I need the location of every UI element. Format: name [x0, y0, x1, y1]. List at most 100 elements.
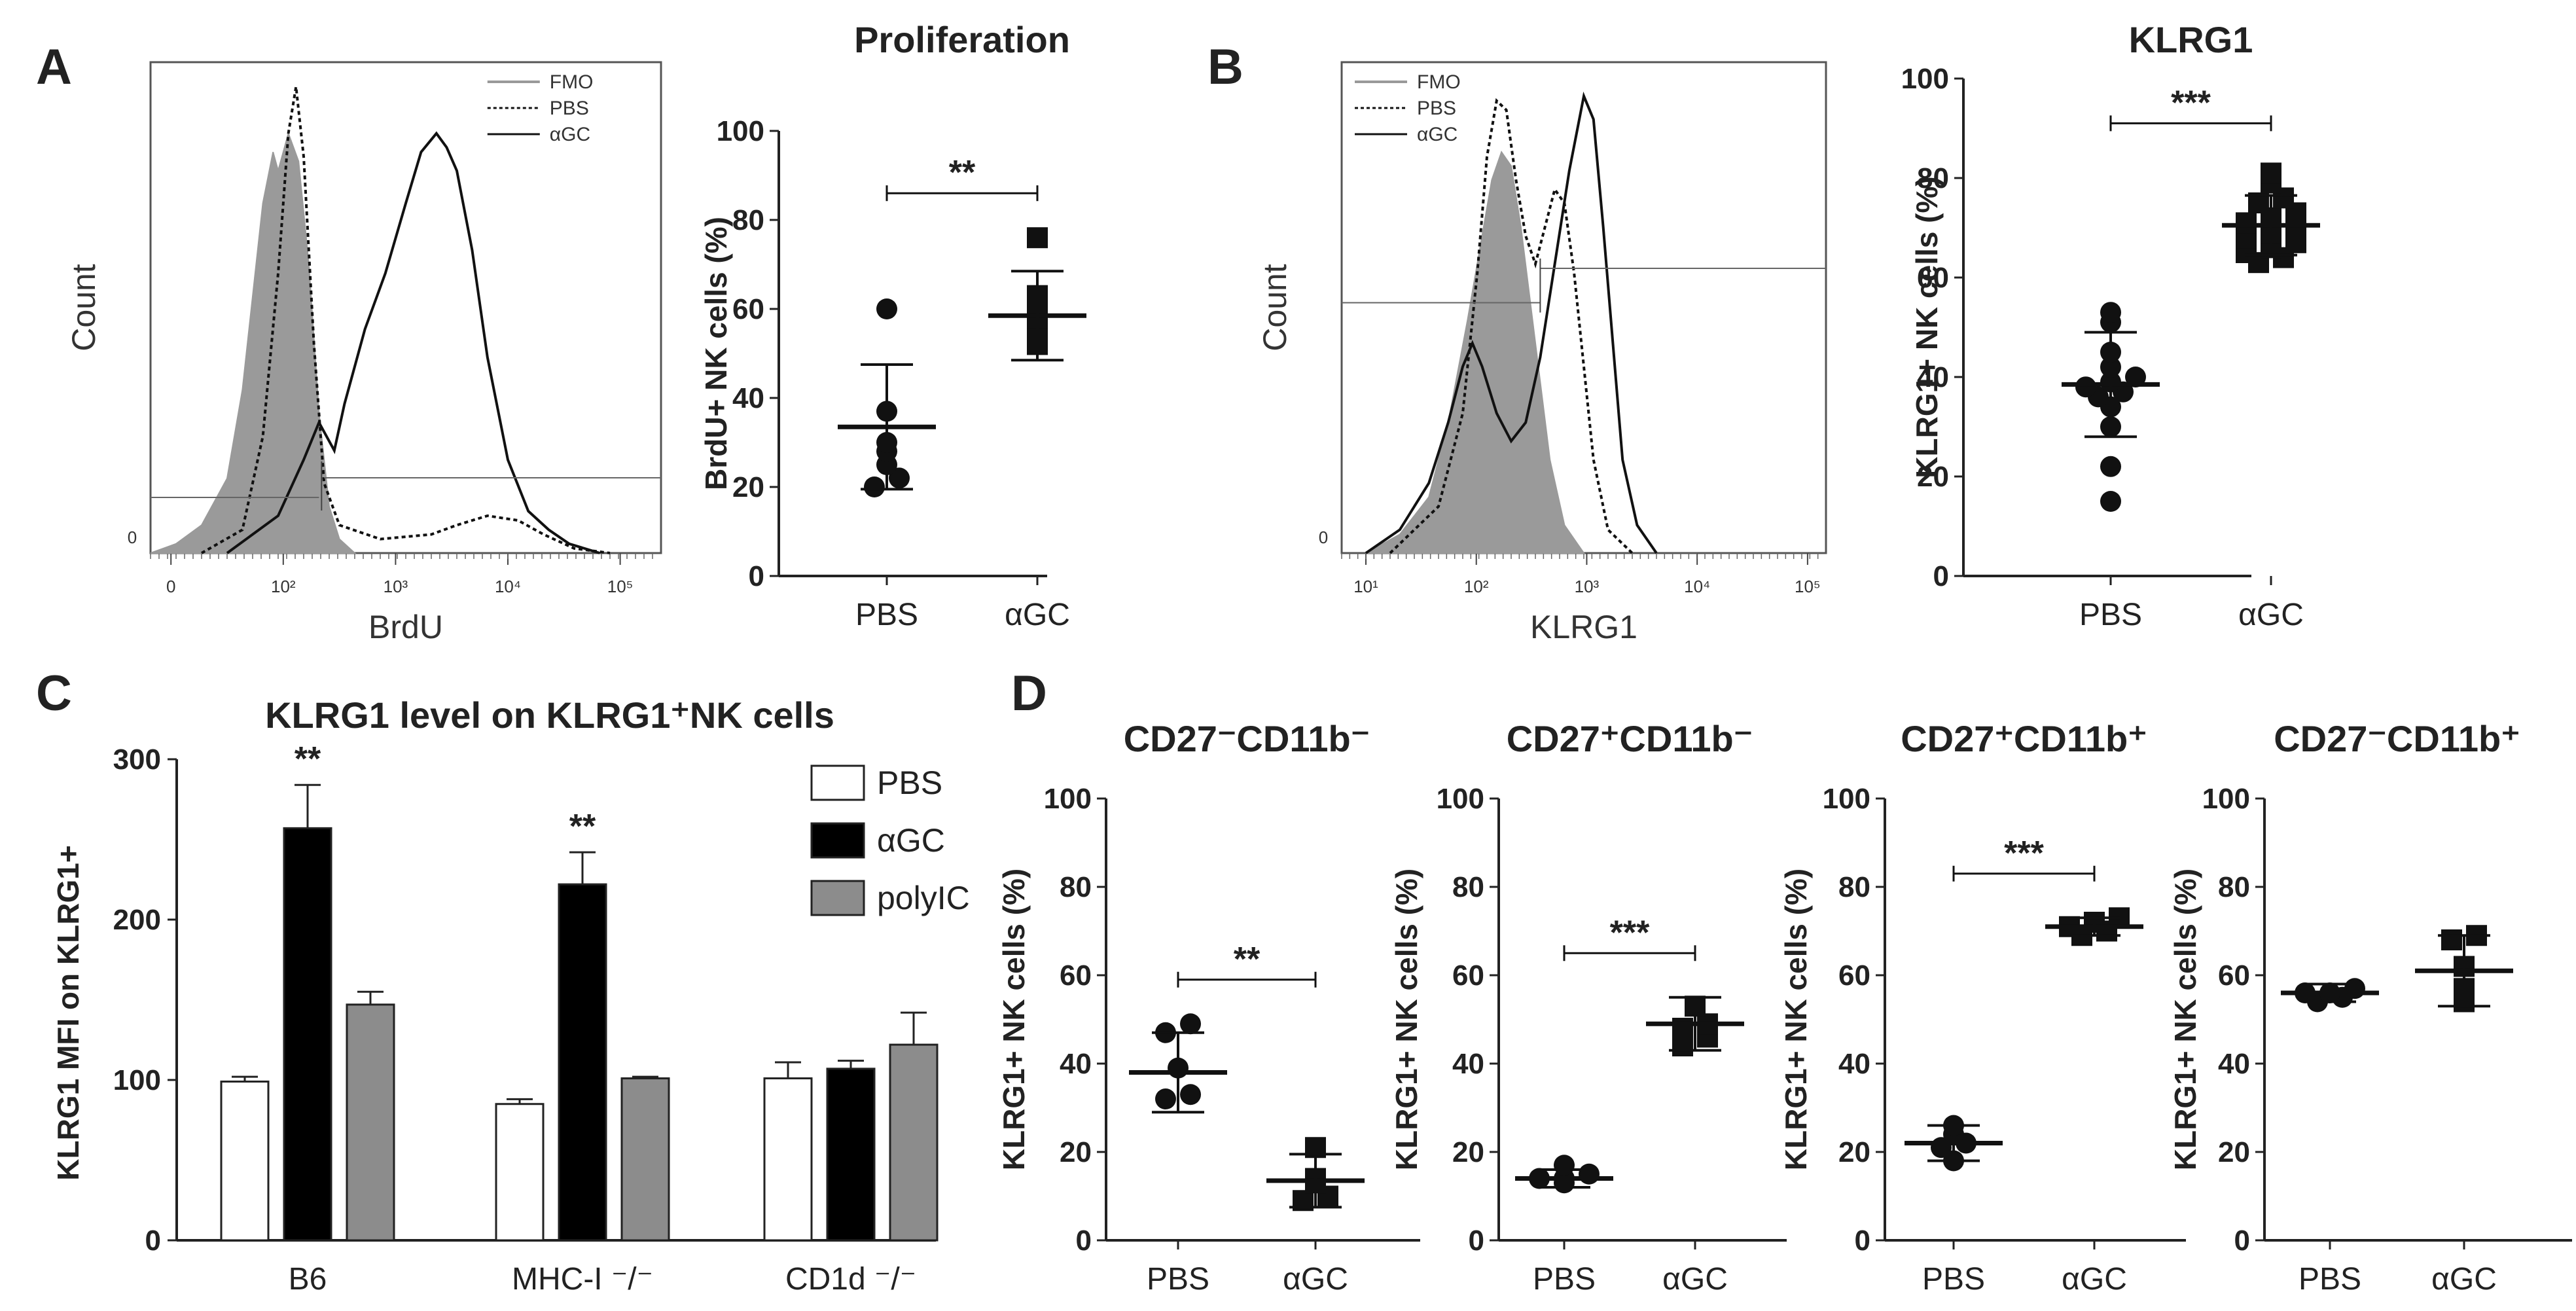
- bar-polyic: [346, 1003, 395, 1242]
- legend-label: FMO: [550, 71, 594, 93]
- data-point-pbs: [889, 467, 910, 489]
- y-zero-label: 0: [1319, 528, 1328, 547]
- data-point-pbs: [1180, 1013, 1201, 1035]
- bar-pbs: [220, 1080, 270, 1242]
- bar-polyic: [620, 1077, 670, 1242]
- histogram-klrg1: Count 0 10¹ 10² 10³ 10⁴ 10⁵ KLRG1 FMO PBS αGC: [1257, 61, 1827, 645]
- y-tick-label: 20: [1060, 1136, 1092, 1168]
- panel-label-c: C: [36, 666, 72, 721]
- data-point-agc: [1672, 1018, 1693, 1039]
- x-category-label: PBS: [2079, 598, 2142, 632]
- y-tick-label: 100: [1437, 783, 1484, 815]
- y-axis-label: KLRG1+ NK cells (%): [997, 869, 1031, 1170]
- data-point-pbs: [1155, 1088, 1176, 1109]
- y-tick-label: 100: [1901, 63, 1949, 95]
- plot-frame: [1340, 61, 1827, 554]
- bar-polyic: [889, 1043, 939, 1242]
- bar-αgc: [558, 883, 607, 1242]
- chart-title: Proliferation: [854, 19, 1070, 60]
- data-point-pbs: [876, 298, 897, 319]
- x-category-label: CD1d ⁻/⁻: [785, 1262, 916, 1297]
- significance-label: **: [569, 808, 596, 846]
- x-category-label: αGC: [1005, 598, 1070, 632]
- y-tick-label: 20: [1452, 1136, 1484, 1168]
- significance-label: ***: [2171, 84, 2211, 122]
- significance-label: ***: [1610, 914, 1650, 952]
- bar-αgc: [283, 827, 332, 1242]
- scatter-cd27neg-cd11bneg: CD27⁻CD11b⁻ 0 20 40 60 80 100 KLRG1+ NK cells (…: [997, 718, 1420, 1297]
- x-category-label: PBS: [2299, 1262, 2361, 1297]
- y-tick-label: 0: [1076, 1225, 1092, 1257]
- x-tick-label: 10³: [384, 577, 408, 596]
- x-tick-label: 0: [166, 577, 175, 596]
- legend-label: PBS: [1417, 98, 1456, 119]
- x-category-label: αGC: [1662, 1262, 1728, 1297]
- y-tick-label: 100: [2202, 783, 2250, 815]
- x-tick-label: 10⁴: [1684, 577, 1710, 596]
- scatter-cd27pos-cd11bpos: CD27⁺CD11b⁺ 0 20 40 60 80 100 KLRG1+ NK cells (…: [1779, 718, 2186, 1297]
- y-tick-label: 60: [1452, 960, 1484, 992]
- x-category-label: αGC: [2238, 598, 2304, 632]
- histogram-brdu: Count 0 0 10² 10³ 10⁴ 10⁵ BrdU FMO PBS αGC: [65, 61, 662, 645]
- y-axis-label: BrdU+ NK cells (%): [699, 217, 733, 490]
- histogram-pbs-line: [201, 86, 611, 554]
- legend-label: polyIC: [877, 880, 970, 916]
- x-category-label: PBS: [1922, 1262, 1985, 1297]
- y-tick-label: 80: [1838, 871, 1870, 903]
- y-tick-label: 80: [1060, 871, 1092, 903]
- chart-title: KLRG1 level on KLRG1⁺NK cells: [265, 694, 834, 736]
- significance-label: **: [949, 154, 976, 192]
- chart-title: CD27⁻CD11b⁺: [2274, 718, 2520, 759]
- y-tick-label: 100: [1044, 783, 1092, 815]
- y-tick-label: 20: [2218, 1136, 2250, 1168]
- data-point-pbs: [2344, 978, 2365, 999]
- data-point-agc: [1672, 1035, 1693, 1056]
- panel-label-d: D: [1011, 666, 1047, 721]
- histogram-agc-line: [226, 131, 600, 554]
- x-category-label: PBS: [1533, 1262, 1596, 1297]
- x-category-label: PBS: [1147, 1262, 1209, 1297]
- scatter-proliferation: Proliferation 0 20 40 60 80 100 BrdU+ NK cells …: [699, 19, 1086, 632]
- data-point-agc: [2236, 212, 2257, 234]
- y-tick-label: 0: [749, 560, 764, 592]
- y-tick-label: 40: [1060, 1048, 1092, 1080]
- y-tick-label: 100: [717, 115, 764, 147]
- y-axis-label: KLRG1+ NK cells (%): [1389, 869, 1423, 1170]
- y-tick-label: 200: [113, 904, 161, 936]
- y-tick-label: 40: [1917, 361, 1949, 393]
- data-point-agc: [1027, 227, 1048, 249]
- y-tick-label: 80: [732, 204, 764, 236]
- chart-title: CD27⁺CD11b⁻: [1507, 718, 1753, 759]
- legend-label: αGC: [1417, 124, 1458, 145]
- chart-title: CD27⁺CD11b⁺: [1901, 718, 2147, 759]
- x-category-label: αGC: [2062, 1262, 2127, 1297]
- legend-label: FMO: [1417, 71, 1461, 93]
- x-tick-label: 10¹: [1353, 577, 1378, 596]
- x-category-label: MHC-I ⁻/⁻: [512, 1262, 653, 1297]
- bar-pbs: [763, 1077, 813, 1242]
- x-axis-label: KLRG1: [1530, 609, 1637, 645]
- data-point-agc: [2441, 929, 2462, 950]
- chart-title: KLRG1: [2129, 19, 2253, 60]
- data-point-pbs: [2100, 456, 2121, 477]
- x-tick-label: 10⁴: [495, 577, 521, 596]
- data-point-pbs: [2100, 302, 2121, 323]
- y-tick-label: 0: [1855, 1225, 1870, 1257]
- significance-label: ***: [2004, 835, 2044, 872]
- data-point-pbs: [2075, 376, 2096, 398]
- data-point-pbs: [1579, 1163, 1600, 1185]
- y-tick-label: 80: [2218, 871, 2250, 903]
- panel-label-b: B: [1208, 39, 1243, 95]
- y-tick-label: 0: [1469, 1225, 1484, 1257]
- bar-pbs: [495, 1103, 545, 1242]
- legend-label: PBS: [550, 98, 589, 119]
- legend-swatch-pbs: [810, 764, 865, 801]
- y-tick-label: 40: [1452, 1048, 1484, 1080]
- x-tick-label: 10⁵: [1795, 577, 1821, 596]
- y-axis-label: KLRG1+ NK cells (%): [1779, 869, 1813, 1170]
- x-category-label: αGC: [2431, 1262, 2497, 1297]
- y-zero-label: 0: [128, 528, 137, 547]
- y-tick-label: 300: [113, 744, 161, 776]
- data-point-pbs: [2100, 491, 2121, 512]
